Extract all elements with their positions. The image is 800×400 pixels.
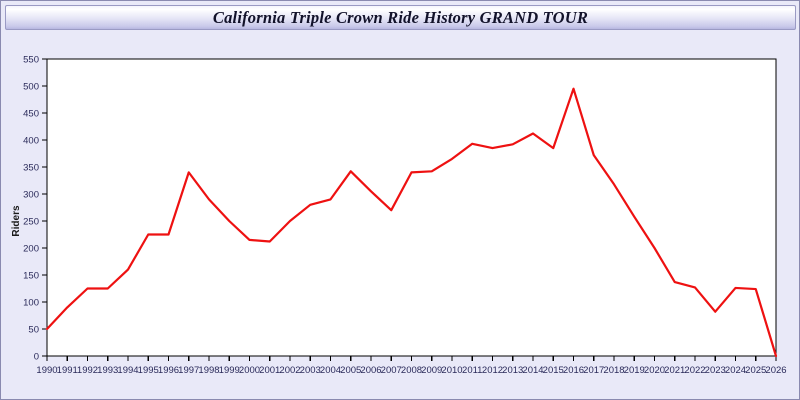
x-axis-ticks: 1990 1991 1992 1993 1994 1995 1996 1997 1998 1999… (36, 355, 787, 376)
x-tick-label: 1996 (158, 365, 179, 376)
x-tick-label: 1992 (77, 365, 98, 376)
x-tick-label: 2007 (381, 365, 402, 376)
plot-frame (46, 58, 777, 357)
x-tick-label: 2024 (725, 365, 746, 376)
x-tick-label: 2011 (462, 365, 482, 376)
x-tick-label: 2025 (745, 365, 766, 376)
x-tick-label: 2018 (603, 365, 624, 376)
y-tick-label: 50 (28, 325, 39, 336)
x-tick-label: 2015 (543, 365, 564, 376)
x-tick-label: 2006 (360, 365, 381, 376)
x-tick-label: 2016 (563, 365, 584, 376)
x-tick-label: 2019 (624, 365, 645, 376)
x-tick-label: 2023 (705, 365, 726, 376)
window-title-bar: California Triple Crown Ride History GRA… (5, 5, 796, 30)
x-tick-label: 2005 (340, 365, 361, 376)
x-tick-label: 2000 (239, 365, 260, 376)
y-tick-label: 350 (23, 163, 39, 174)
y-tick-label: 500 (23, 82, 39, 93)
x-tick-label: 1995 (138, 365, 159, 376)
x-tick-label: 2020 (644, 365, 665, 376)
y-tick-label: 300 (23, 190, 39, 201)
x-tick-label: 1990 (36, 365, 57, 376)
x-tick-label: 2003 (300, 365, 321, 376)
x-tick-label: 2022 (684, 365, 705, 376)
y-axis-title: Riders (11, 205, 22, 237)
x-tick-label: 2014 (522, 365, 543, 376)
y-tick-label: 550 (23, 55, 39, 66)
x-tick-label: 1994 (117, 365, 138, 376)
x-tick-label: 2017 (583, 365, 604, 376)
y-tick-label: 450 (23, 109, 39, 120)
chart-plot-area: 0 50 100 150 200 250 300 350 400 450 500 550 1990 19… (1, 31, 800, 400)
plot-frame-layer (46, 58, 777, 357)
x-tick-label: 2009 (421, 365, 442, 376)
y-tick-label: 150 (23, 271, 39, 282)
x-tick-label: 2012 (482, 365, 503, 376)
x-tick-label: 2002 (279, 365, 300, 376)
y-tick-label: 250 (23, 217, 39, 228)
y-axis-ticks: 0 50 100 150 200 250 300 350 400 450 500 550 (23, 55, 48, 363)
x-tick-label: 2021 (664, 365, 685, 376)
y-tick-label: 400 (23, 136, 39, 147)
page-title: California Triple Crown Ride History GRA… (212, 7, 589, 27)
x-tick-label: 1998 (198, 365, 219, 376)
y-tick-label: 200 (23, 244, 39, 255)
x-tick-label: 2008 (401, 365, 422, 376)
x-tick-label: 2010 (441, 365, 462, 376)
x-tick-label: 1997 (178, 365, 199, 376)
x-tick-label: 2004 (320, 365, 341, 376)
x-tick-label: 2001 (259, 365, 280, 376)
x-tick-label: 1999 (219, 365, 240, 376)
x-tick-label: 1991 (57, 365, 78, 376)
x-tick-label: 2026 (765, 365, 786, 376)
series-line-riders (45, 87, 778, 358)
x-tick-label: 1993 (97, 365, 118, 376)
y-tick-label: 100 (23, 298, 39, 309)
series-layer (45, 87, 778, 358)
x-tick-label: 2013 (502, 365, 523, 376)
y-tick-label: 0 (34, 352, 39, 363)
